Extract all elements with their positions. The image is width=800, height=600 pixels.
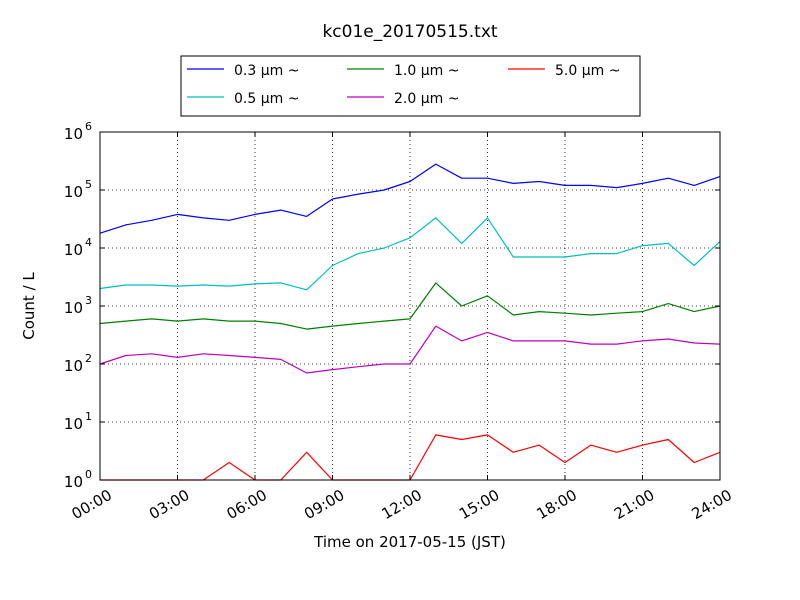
y-tick-exponent: 2 bbox=[85, 352, 92, 365]
x-tick-label: 09:00 bbox=[301, 486, 347, 523]
y-tick-label: 10 1 bbox=[64, 410, 92, 433]
y-tick-exponent: 3 bbox=[85, 294, 92, 307]
legend-label: 1.0 μm ~ bbox=[394, 63, 459, 79]
y-tick-base: 10 bbox=[64, 183, 83, 201]
x-tick-label: 12:00 bbox=[379, 486, 425, 523]
y-tick-base: 10 bbox=[64, 357, 83, 375]
legend-label: 5.0 μm ~ bbox=[555, 63, 620, 79]
x-axis-label: Time on 2017-05-15 (JST) bbox=[313, 533, 506, 551]
y-tick-exponent: 1 bbox=[85, 410, 92, 423]
x-tick-label: 06:00 bbox=[224, 486, 270, 523]
y-tick-exponent: 6 bbox=[85, 120, 92, 133]
legend-label: 0.5 μm ~ bbox=[234, 91, 299, 107]
legend: 0.3 μm ~ 0.5 μm ~ 1.0 μm ~ 2.0 μm ~ 5.0 μm ~ bbox=[180, 55, 641, 117]
y-tick-label: 10 5 bbox=[64, 178, 92, 201]
y-tick-base: 10 bbox=[64, 299, 83, 317]
y-tick-label: 10 4 bbox=[64, 236, 92, 259]
x-tick-label: 00:00 bbox=[69, 486, 115, 523]
x-tick-label: 21:00 bbox=[611, 486, 657, 523]
legend-label: 0.3 μm ~ bbox=[234, 63, 299, 79]
series-line-3 bbox=[99, 282, 721, 330]
y-tick-exponent: 0 bbox=[85, 468, 92, 481]
y-tick-label: 10 6 bbox=[64, 120, 92, 143]
legend-label: 2.0 μm ~ bbox=[394, 91, 459, 107]
series-line-5 bbox=[100, 434, 721, 481]
grid bbox=[100, 132, 720, 480]
y-tick-label: 10 0 bbox=[64, 468, 92, 491]
x-axis: 00:00 03:00 06:00 09:00 12:00 15:00 18:00 21:00… bbox=[69, 132, 735, 523]
x-tick-label: 15:00 bbox=[456, 486, 502, 523]
y-tick-exponent: 5 bbox=[85, 178, 92, 191]
y-tick-base: 10 bbox=[64, 241, 83, 259]
series-line-1 bbox=[99, 163, 721, 234]
x-tick-label: 24:00 bbox=[689, 486, 735, 523]
x-tick-label: 03:00 bbox=[146, 486, 192, 523]
y-tick-base: 10 bbox=[64, 473, 83, 491]
chart-title: kc01e_20170515.txt bbox=[322, 22, 497, 42]
y-tick-label: 10 3 bbox=[64, 294, 92, 317]
y-tick-label: 10 2 bbox=[64, 352, 92, 375]
y-axis-label: Count / L bbox=[20, 272, 38, 340]
y-tick-base: 10 bbox=[64, 125, 83, 143]
x-tick-label: 18:00 bbox=[534, 486, 580, 523]
series-line-4 bbox=[99, 325, 721, 374]
y-tick-exponent: 4 bbox=[85, 236, 92, 249]
series-line-2 bbox=[99, 217, 721, 291]
y-tick-base: 10 bbox=[64, 415, 83, 433]
legend-frame bbox=[180, 55, 641, 117]
